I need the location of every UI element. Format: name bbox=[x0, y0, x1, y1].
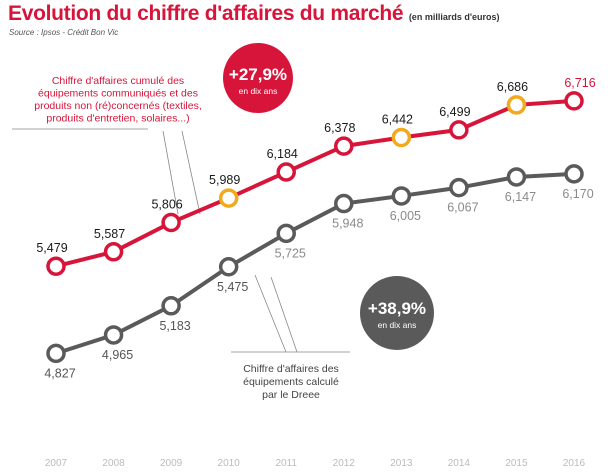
red-series-note: produits non (ré)concernés (textiles, bbox=[34, 100, 202, 112]
x-tick-label: 2012 bbox=[333, 458, 356, 469]
x-tick-label: 2016 bbox=[563, 458, 586, 469]
grey-note-leader-1 bbox=[254, 274, 287, 353]
data-point-red bbox=[334, 136, 354, 156]
data-label-red: 6,716 bbox=[564, 76, 595, 90]
data-point-grey bbox=[506, 167, 527, 187]
red-note-leader-2 bbox=[181, 130, 201, 215]
data-label-grey: 5,948 bbox=[332, 217, 363, 231]
x-tick-label: 2008 bbox=[102, 458, 125, 469]
data-label-grey: 4,827 bbox=[44, 366, 75, 380]
data-label-red: 6,442 bbox=[382, 113, 413, 127]
data-label-red: 6,686 bbox=[497, 80, 528, 94]
data-label-red: 6,184 bbox=[267, 147, 298, 161]
data-label-red: 6,378 bbox=[324, 121, 355, 135]
data-label-red: 6,499 bbox=[439, 105, 470, 119]
data-label-red: 5,989 bbox=[209, 173, 240, 187]
grey-series-note: Chiffre d'affaires des bbox=[243, 363, 339, 375]
data-point-red-highlight bbox=[218, 188, 239, 208]
data-point-grey bbox=[449, 177, 469, 198]
chart-title: Evolution du chiffre d'affaires du march… bbox=[8, 2, 500, 25]
chart-source: Source : Ipsos - Crédit Bon Vic bbox=[9, 28, 119, 37]
grey-series-note: équipements calculé bbox=[243, 376, 339, 388]
red-badge-caption: en dix ans bbox=[239, 86, 278, 96]
data-label-grey: 4,965 bbox=[102, 348, 133, 362]
x-tick-label: 2014 bbox=[448, 458, 471, 469]
x-tick-label: 2013 bbox=[390, 458, 413, 469]
data-point-red bbox=[564, 91, 584, 111]
data-point-grey bbox=[46, 343, 66, 364]
data-label-grey: 6,067 bbox=[447, 201, 478, 215]
x-tick-label: 2007 bbox=[45, 458, 68, 469]
data-point-red bbox=[449, 120, 469, 140]
chart-unit: (en milliards d'euros) bbox=[408, 12, 500, 22]
data-label-grey: 5,475 bbox=[217, 280, 248, 294]
red-series-note: Chiffre d'affaires cumulé des bbox=[52, 75, 184, 87]
data-point-red bbox=[103, 242, 124, 262]
data-label-grey: 6,170 bbox=[562, 187, 593, 201]
data-point-grey bbox=[564, 164, 584, 184]
data-point-grey bbox=[276, 223, 296, 244]
data-point-grey bbox=[218, 257, 239, 277]
red-growth-badge bbox=[223, 43, 293, 113]
grey-growth-badge bbox=[360, 276, 434, 350]
grey-badge-caption: en dix ans bbox=[378, 320, 417, 330]
data-point-grey bbox=[161, 296, 181, 316]
data-label-grey: 5,183 bbox=[159, 319, 190, 333]
x-tick-label: 2011 bbox=[275, 458, 297, 469]
x-tick-label: 2009 bbox=[160, 458, 183, 469]
grey-note-leader-2 bbox=[270, 276, 298, 353]
x-tick-label: 2015 bbox=[505, 458, 528, 469]
data-label-grey: 6,147 bbox=[505, 190, 536, 204]
data-label-red: 5,587 bbox=[94, 227, 125, 241]
data-label-grey: 6,005 bbox=[390, 209, 421, 223]
series-line-red bbox=[55, 98, 575, 269]
grey-series-note: par le Dreee bbox=[262, 389, 320, 401]
series-line-grey bbox=[55, 171, 575, 356]
data-label-red: 5,479 bbox=[36, 241, 67, 255]
red-note-leader-1 bbox=[162, 130, 179, 215]
data-point-red bbox=[161, 212, 181, 233]
x-tick-label: 2010 bbox=[218, 458, 241, 469]
data-point-red bbox=[46, 256, 66, 276]
data-point-grey bbox=[103, 325, 124, 345]
grey-badge-value: +38,9% bbox=[368, 299, 426, 318]
red-series-note: produits d'entretien, solaires...) bbox=[46, 113, 189, 125]
data-label-grey: 5,725 bbox=[275, 246, 306, 260]
data-point-grey bbox=[391, 186, 412, 206]
red-series-note: équipements communiqués et des bbox=[38, 88, 198, 100]
data-label-red: 5,806 bbox=[151, 198, 182, 212]
red-badge-value: +27,9% bbox=[229, 65, 287, 84]
data-point-red-highlight bbox=[391, 127, 412, 148]
data-point-grey bbox=[334, 193, 354, 214]
data-point-red-highlight bbox=[506, 95, 527, 115]
data-point-red bbox=[276, 162, 296, 182]
